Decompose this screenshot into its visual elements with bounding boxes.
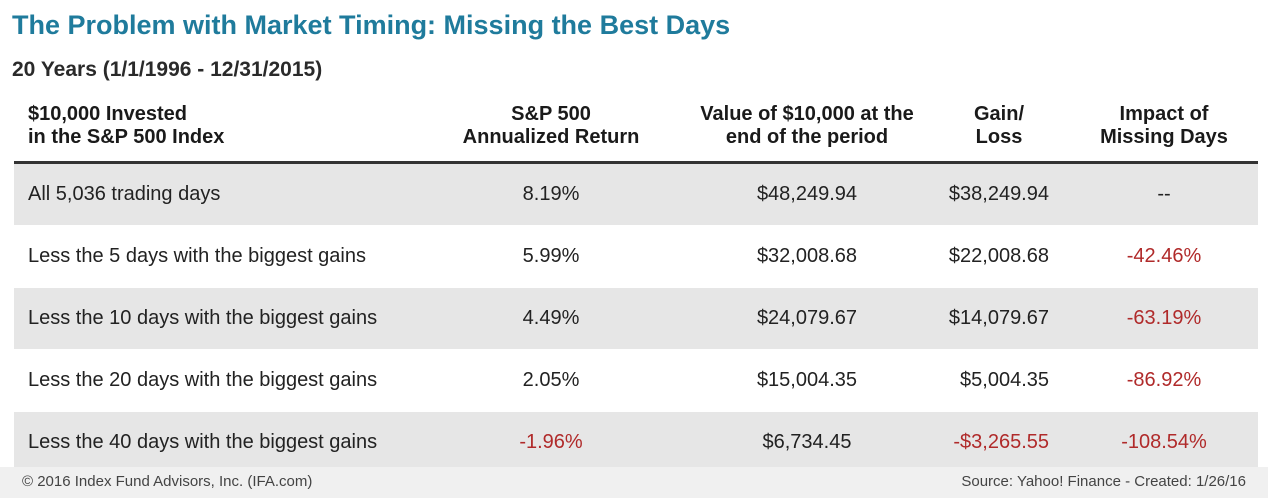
row-label: Less the 5 days with the biggest gains bbox=[28, 245, 366, 267]
end-value-cell: $15,004.35 bbox=[756, 369, 858, 391]
chart-subtitle: 20 Years (1/1/1996 - 12/31/2015) bbox=[12, 58, 323, 81]
table-row: All 5,036 trading days 8.19% $48,249.94 $38… bbox=[14, 164, 1258, 226]
row-label: All 5,036 trading days bbox=[28, 183, 221, 205]
data-table: $10,000 Invested in the S&P 500 Index S&… bbox=[14, 97, 1258, 474]
gain-loss-cell: $14,079.67 bbox=[948, 307, 1049, 329]
header-gain-loss: Gain/ Loss bbox=[973, 103, 1024, 148]
table-body: All 5,036 trading days 8.19% $48,249.94 $38… bbox=[14, 164, 1258, 474]
annualized-return-cell: 8.19% bbox=[522, 183, 580, 205]
annualized-return-cell: 5.99% bbox=[522, 245, 580, 267]
header-annualized-return: S&P 500 Annualized Return bbox=[462, 103, 640, 148]
header-investment: $10,000 Invested in the S&P 500 Index bbox=[28, 103, 225, 148]
annualized-return-cell: 2.05% bbox=[522, 369, 580, 391]
gain-loss-cell: $38,249.94 bbox=[948, 183, 1049, 205]
end-value-cell: $48,249.94 bbox=[756, 183, 858, 205]
row-label: Less the 20 days with the biggest gains bbox=[28, 369, 378, 391]
impact-cell: -- bbox=[1157, 183, 1171, 205]
end-value-cell: $6,734.45 bbox=[762, 431, 852, 453]
table-row: Less the 40 days with the biggest gains -… bbox=[14, 412, 1258, 474]
annualized-return-cell: 4.49% bbox=[522, 307, 580, 329]
gain-loss-cell: -$3,265.55 bbox=[953, 431, 1049, 453]
chart-title: The Problem with Market Timing: Missing … bbox=[12, 10, 731, 40]
table-row: Less the 10 days with the biggest gains 4… bbox=[14, 288, 1258, 350]
end-value-cell: $32,008.68 bbox=[756, 245, 858, 267]
table-header: $10,000 Invested in the S&P 500 Index S&… bbox=[14, 97, 1258, 164]
gain-loss-cell: $22,008.68 bbox=[948, 245, 1049, 267]
impact-cell: -108.54% bbox=[1121, 431, 1207, 453]
impact-cell: -42.46% bbox=[1126, 245, 1202, 267]
end-value-cell: $24,079.67 bbox=[756, 307, 858, 329]
row-label: Less the 10 days with the biggest gains bbox=[28, 307, 378, 329]
annualized-return-cell: -1.96% bbox=[519, 431, 583, 453]
header-impact: Impact of Missing Days bbox=[1100, 103, 1228, 148]
copyright-text: © 2016 Index Fund Advisors, Inc. (IFA.co… bbox=[22, 473, 313, 490]
impact-cell: -63.19% bbox=[1126, 307, 1202, 329]
footer: © 2016 Index Fund Advisors, Inc. (IFA.co… bbox=[0, 467, 1268, 498]
source-text: Source: Yahoo! Finance - Created: 1/26/1… bbox=[961, 473, 1246, 490]
gain-loss-cell: $5,004.35 bbox=[960, 369, 1049, 391]
table-row: Less the 5 days with the biggest gains 5.… bbox=[14, 226, 1258, 288]
table-row: Less the 20 days with the biggest gains 2… bbox=[14, 350, 1258, 412]
row-label: Less the 40 days with the biggest gains bbox=[28, 431, 378, 453]
header-end-value: Value of $10,000 at the end of the perio… bbox=[700, 103, 914, 148]
impact-cell: -86.92% bbox=[1126, 369, 1202, 391]
